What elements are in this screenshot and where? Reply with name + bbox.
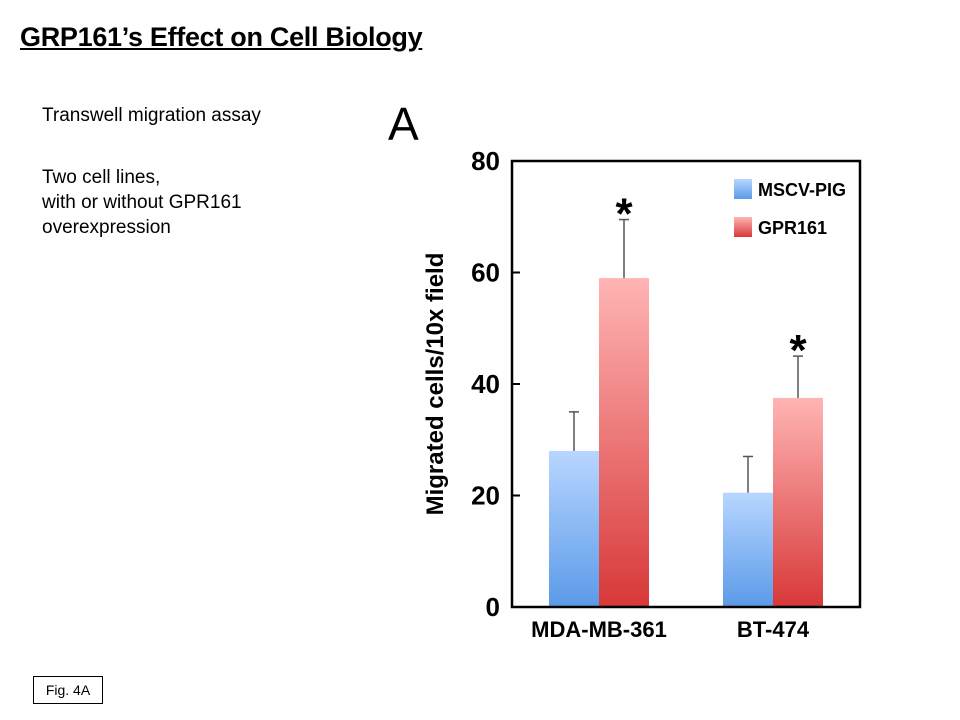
- description-line: with or without GPR161: [42, 192, 242, 213]
- description-lines: Two cell lines, with or without GPR161 o…: [42, 165, 242, 240]
- description-heading: Transwell migration assay: [42, 105, 261, 126]
- legend-label: MSCV-PIG: [758, 180, 846, 200]
- significance-star: *: [615, 190, 633, 239]
- legend-swatch: [734, 217, 752, 237]
- y-tick-label: 0: [486, 592, 500, 622]
- y-axis-title: Migrated cells/10x field: [422, 253, 449, 516]
- bar-GPR161-MDA-MB-361: [599, 278, 649, 607]
- description-line: overexpression: [42, 217, 171, 238]
- figure-label: Fig. 4A: [33, 676, 103, 704]
- slide-title: GRP161’s Effect on Cell Biology: [20, 22, 423, 52]
- legend-label: GPR161: [758, 218, 827, 238]
- y-tick-label: 20: [471, 481, 500, 511]
- panel-label: A: [388, 98, 419, 150]
- migration-bar-chart: A Migrated cells/10x field 0 20 40 60 80 * MDA-M…: [388, 98, 862, 642]
- x-category-label: BT-474: [737, 617, 810, 642]
- bar-MSCV-PIG-MDA-MB-361: [549, 450, 599, 607]
- y-tick-label: 40: [471, 369, 500, 399]
- legend-swatch: [734, 179, 752, 199]
- description-line: Two cell lines,: [42, 167, 161, 188]
- y-tick-label: 80: [471, 146, 500, 176]
- y-tick-label: 60: [471, 258, 500, 288]
- x-category-label: MDA-MB-361: [531, 617, 667, 642]
- bar-MSCV-PIG-BT-474: [723, 492, 773, 607]
- bar-GPR161-BT-474: [773, 397, 823, 607]
- significance-star: *: [789, 326, 807, 375]
- plot-frame: [510, 159, 862, 609]
